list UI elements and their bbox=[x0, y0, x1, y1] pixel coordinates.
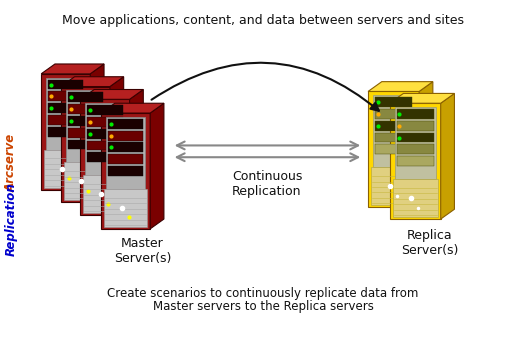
Bar bbox=[68, 116, 103, 126]
FancyBboxPatch shape bbox=[106, 117, 145, 189]
FancyArrowPatch shape bbox=[151, 63, 379, 111]
Polygon shape bbox=[390, 93, 454, 103]
Polygon shape bbox=[90, 64, 104, 190]
FancyBboxPatch shape bbox=[85, 103, 125, 175]
Bar bbox=[397, 144, 434, 154]
Bar bbox=[375, 109, 412, 119]
Bar bbox=[375, 97, 412, 107]
Text: Master
Server(s): Master Server(s) bbox=[114, 237, 171, 265]
Bar bbox=[397, 133, 434, 143]
Bar bbox=[48, 80, 83, 90]
Bar bbox=[104, 189, 147, 227]
Text: Replica
Server(s): Replica Server(s) bbox=[401, 229, 458, 257]
Bar bbox=[68, 92, 103, 102]
Text: Replication: Replication bbox=[4, 182, 18, 256]
Bar bbox=[48, 115, 83, 125]
Bar bbox=[108, 143, 143, 152]
Bar bbox=[41, 74, 90, 190]
Polygon shape bbox=[441, 93, 454, 219]
Text: Arcserve: Arcserve bbox=[4, 134, 18, 192]
Bar bbox=[64, 162, 107, 200]
Polygon shape bbox=[110, 77, 124, 202]
Bar bbox=[88, 152, 123, 162]
Text: Continuous
Replication: Continuous Replication bbox=[232, 170, 302, 198]
Bar bbox=[390, 103, 441, 219]
Bar bbox=[68, 140, 103, 149]
FancyBboxPatch shape bbox=[46, 78, 85, 149]
Bar bbox=[83, 175, 127, 213]
Bar bbox=[44, 149, 88, 188]
Bar bbox=[392, 179, 438, 217]
Bar bbox=[397, 109, 434, 119]
FancyBboxPatch shape bbox=[373, 95, 414, 167]
Polygon shape bbox=[150, 103, 164, 229]
Bar bbox=[61, 87, 110, 202]
Polygon shape bbox=[419, 82, 433, 207]
FancyBboxPatch shape bbox=[66, 91, 105, 162]
Bar bbox=[48, 92, 83, 101]
FancyBboxPatch shape bbox=[394, 107, 436, 179]
Bar bbox=[375, 144, 412, 154]
Bar bbox=[88, 105, 123, 115]
Polygon shape bbox=[368, 82, 433, 92]
Text: Master servers to the Replica servers: Master servers to the Replica servers bbox=[152, 300, 373, 313]
Bar bbox=[108, 166, 143, 176]
Bar bbox=[80, 99, 130, 215]
Bar bbox=[397, 156, 434, 166]
Text: Create scenarios to continuously replicate data from: Create scenarios to continuously replica… bbox=[107, 287, 419, 300]
Bar bbox=[68, 128, 103, 138]
Bar bbox=[108, 131, 143, 141]
Bar bbox=[101, 113, 150, 229]
Bar bbox=[397, 121, 434, 131]
Text: Move applications, content, and data between servers and sites: Move applications, content, and data bet… bbox=[62, 14, 464, 27]
Polygon shape bbox=[101, 103, 164, 113]
Polygon shape bbox=[41, 64, 104, 74]
Bar bbox=[108, 154, 143, 164]
Bar bbox=[368, 92, 419, 207]
Polygon shape bbox=[61, 77, 124, 87]
Bar bbox=[88, 141, 123, 150]
Bar bbox=[88, 129, 123, 139]
Bar bbox=[108, 119, 143, 129]
Polygon shape bbox=[80, 90, 143, 99]
Polygon shape bbox=[130, 90, 143, 215]
Bar bbox=[371, 167, 416, 205]
Bar bbox=[375, 121, 412, 131]
Bar bbox=[375, 133, 412, 143]
Bar bbox=[48, 127, 83, 137]
Bar bbox=[48, 103, 83, 113]
Bar bbox=[68, 104, 103, 114]
Bar bbox=[88, 117, 123, 127]
